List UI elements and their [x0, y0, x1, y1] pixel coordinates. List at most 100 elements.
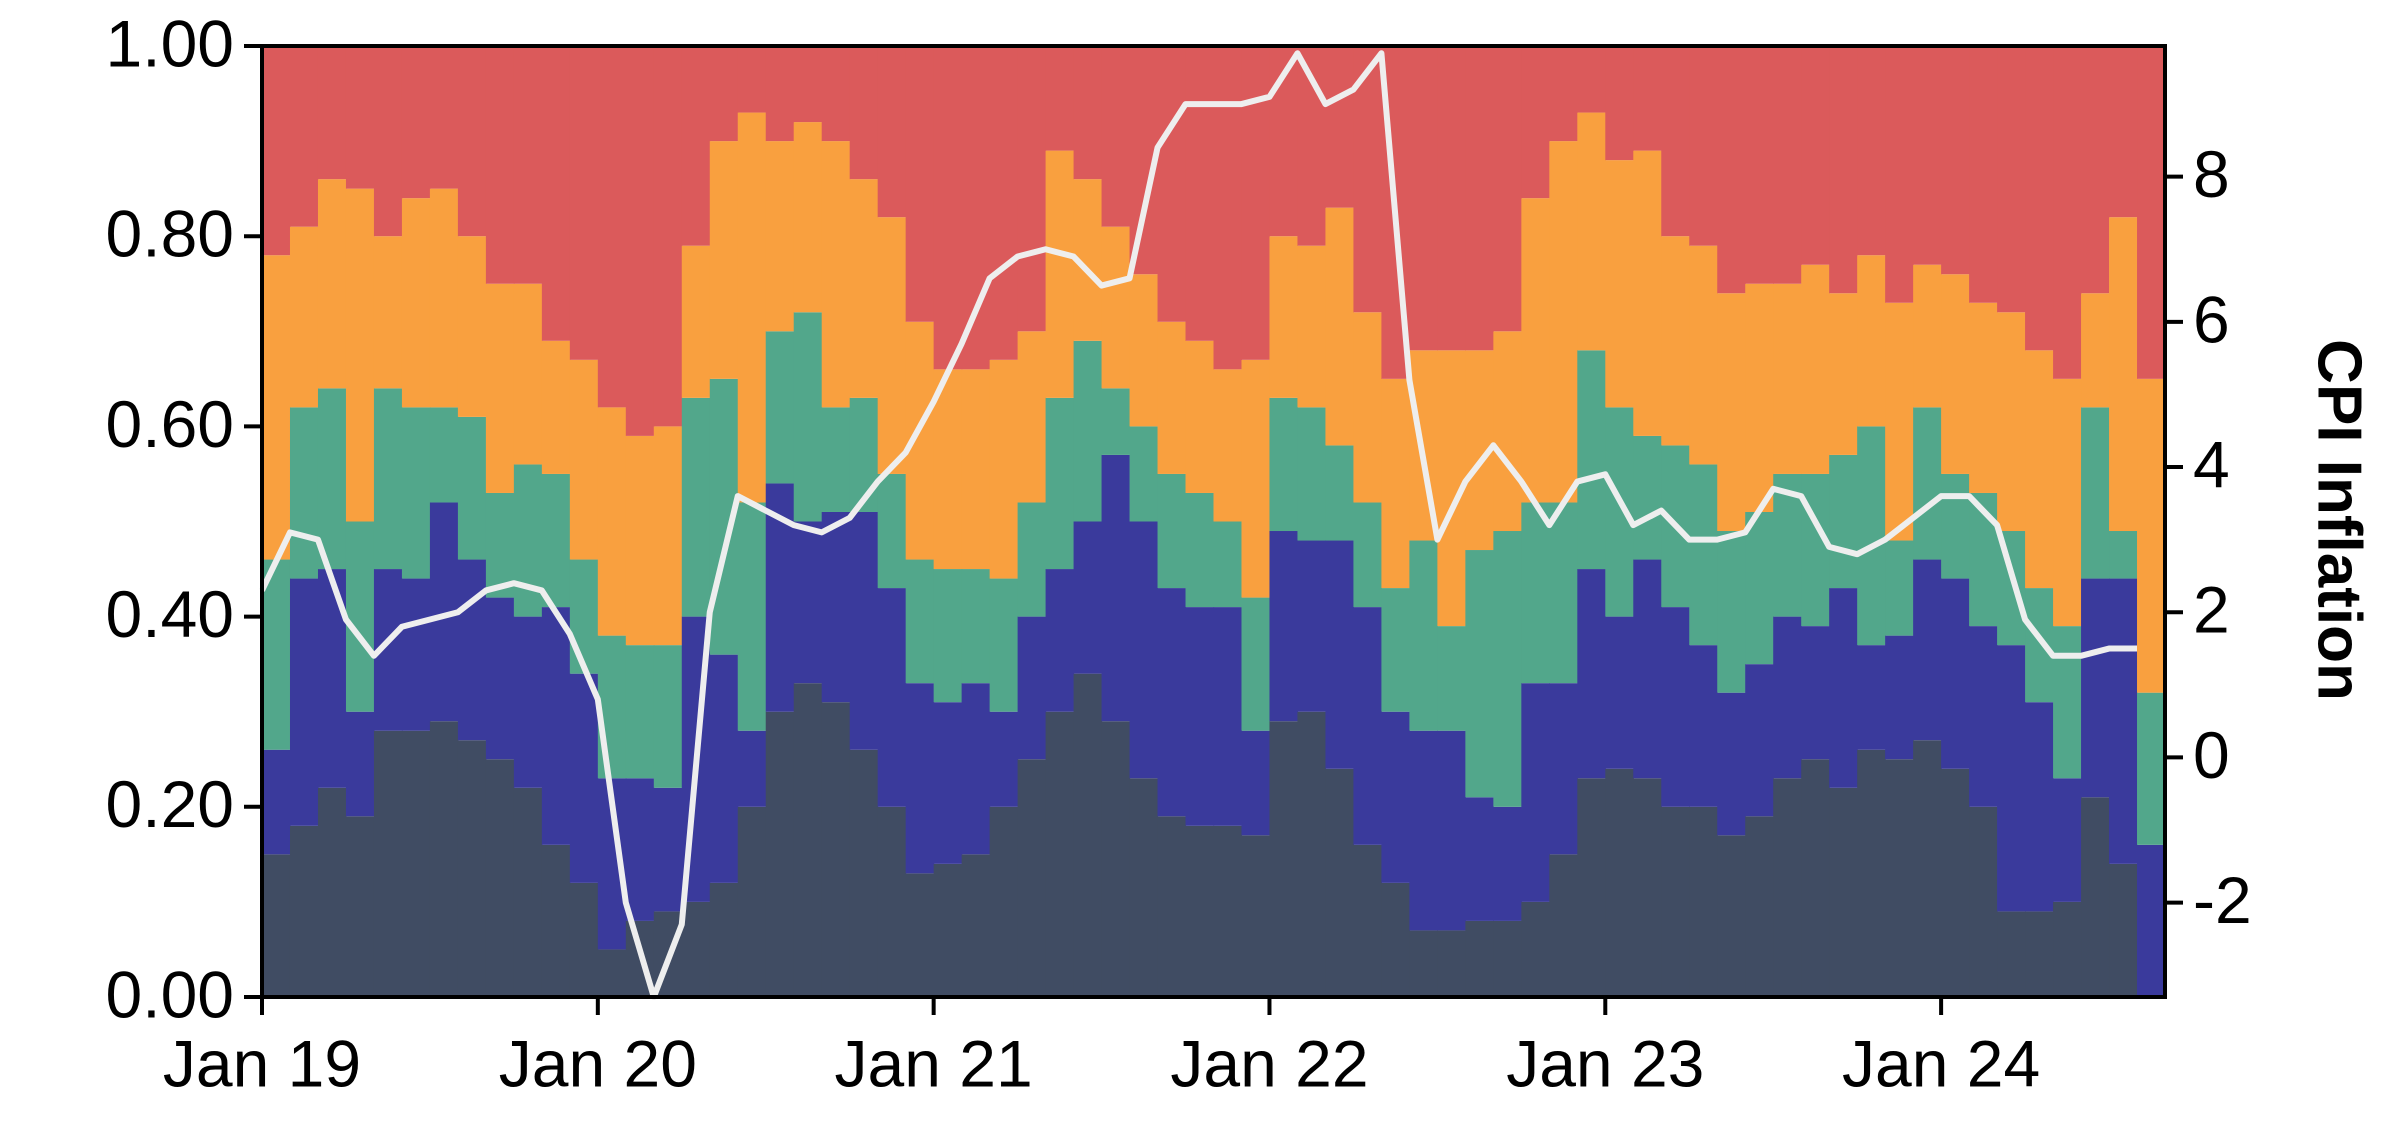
- area-segment: [961, 46, 991, 370]
- area-segment: [1465, 920, 1494, 997]
- area-segment: [317, 787, 347, 997]
- area-segment: [317, 388, 347, 570]
- area-segment: [877, 46, 907, 218]
- area-segment: [1325, 768, 1355, 997]
- area-segment: [1437, 730, 1466, 931]
- area-segment: [2025, 702, 2054, 912]
- area-segment: [1913, 740, 1942, 997]
- plot-area: [259, 46, 2166, 1000]
- area-segment: [1185, 607, 1215, 826]
- area-segment: [1493, 531, 1522, 807]
- area-segment: [2025, 350, 2054, 589]
- area-segment: [1885, 635, 1914, 760]
- area-segment: [401, 198, 431, 408]
- area-segment: [933, 569, 963, 703]
- area-segment: [1101, 226, 1131, 389]
- area-segment: [737, 112, 767, 503]
- area-segment: [765, 331, 795, 484]
- area-segment: [513, 464, 543, 617]
- area-segment: [1325, 207, 1355, 446]
- area-segment: [1409, 930, 1438, 997]
- area-segment: [2137, 378, 2166, 693]
- area-segment: [1745, 46, 1774, 284]
- area-segment: [289, 46, 319, 227]
- area-segment: [1325, 445, 1355, 541]
- area-segment: [541, 844, 571, 997]
- area-segment: [262, 46, 291, 256]
- area-segment: [1129, 521, 1159, 779]
- area-segment: [1549, 854, 1578, 997]
- area-segment: [737, 806, 767, 997]
- area-segment: [569, 882, 599, 997]
- area-segment: [1857, 46, 1886, 256]
- area-segment: [541, 607, 571, 845]
- area-segment: [709, 141, 739, 379]
- area-segment: [1549, 502, 1578, 684]
- area-segment: [1353, 46, 1383, 313]
- area-segment: [1745, 283, 1774, 512]
- area-segment: [989, 578, 1019, 712]
- area-segment: [262, 559, 291, 750]
- area-segment: [597, 635, 627, 779]
- area-segment: [429, 46, 459, 189]
- area-segment: [765, 141, 795, 332]
- area-segment: [2025, 588, 2054, 703]
- area-segment: [1493, 806, 1522, 921]
- area-segment: [1409, 730, 1438, 931]
- area-segment: [625, 645, 655, 779]
- area-segment: [877, 806, 907, 997]
- area-segment: [2053, 901, 2082, 997]
- area-segment: [905, 683, 935, 874]
- area-segment: [2081, 293, 2110, 408]
- area-segment: [1577, 46, 1606, 113]
- area-segment: [1605, 616, 1634, 769]
- area-segment: [1213, 521, 1243, 608]
- area-segment: [1633, 559, 1662, 779]
- area-segment: [961, 569, 991, 684]
- area-segment: [1521, 683, 1550, 902]
- area-segment: [1353, 607, 1383, 845]
- area-segment: [653, 426, 683, 646]
- area-segment: [2137, 844, 2166, 997]
- area-segment: [2109, 217, 2138, 532]
- area-segment: [541, 46, 571, 341]
- area-segment: [1605, 407, 1634, 617]
- area-segment: [373, 46, 403, 237]
- area-segment: [1689, 46, 1718, 246]
- area-segment: [1941, 578, 1970, 769]
- area-segment: [1829, 588, 1858, 788]
- y-tick-label: 1.00: [106, 6, 234, 80]
- area-segment: [1913, 407, 1942, 560]
- area-segment: [1381, 711, 1410, 883]
- area-segment: [485, 492, 515, 598]
- area-segment: [1717, 46, 1746, 294]
- area-segment: [345, 816, 375, 997]
- area-segment: [401, 407, 431, 579]
- area-segment: [1465, 46, 1494, 351]
- area-segment: [1269, 531, 1299, 722]
- area-segment: [1073, 521, 1103, 674]
- area-segment: [1801, 626, 1830, 760]
- area-segment: [2025, 46, 2054, 351]
- area-segment: [1689, 806, 1718, 997]
- area-segment: [1773, 616, 1802, 779]
- area-segment: [457, 740, 487, 997]
- area-segment: [1073, 340, 1103, 522]
- area-segment: [569, 46, 599, 360]
- area-segment: [2081, 797, 2110, 997]
- area-segment: [1549, 46, 1578, 142]
- area-segment: [653, 645, 683, 788]
- area-segment: [1381, 882, 1410, 997]
- area-segment: [1297, 711, 1327, 997]
- area-segment: [597, 949, 627, 997]
- area-segment: [1717, 293, 1746, 532]
- area-segment: [345, 46, 375, 189]
- area-segment: [1157, 321, 1187, 474]
- area-segment: [262, 854, 291, 997]
- area-segment: [1381, 588, 1410, 712]
- area-segment: [1997, 312, 2026, 532]
- area-segment: [2109, 531, 2138, 579]
- area-segment: [1493, 920, 1522, 997]
- area-segment: [1241, 359, 1271, 598]
- area-segment: [485, 283, 515, 493]
